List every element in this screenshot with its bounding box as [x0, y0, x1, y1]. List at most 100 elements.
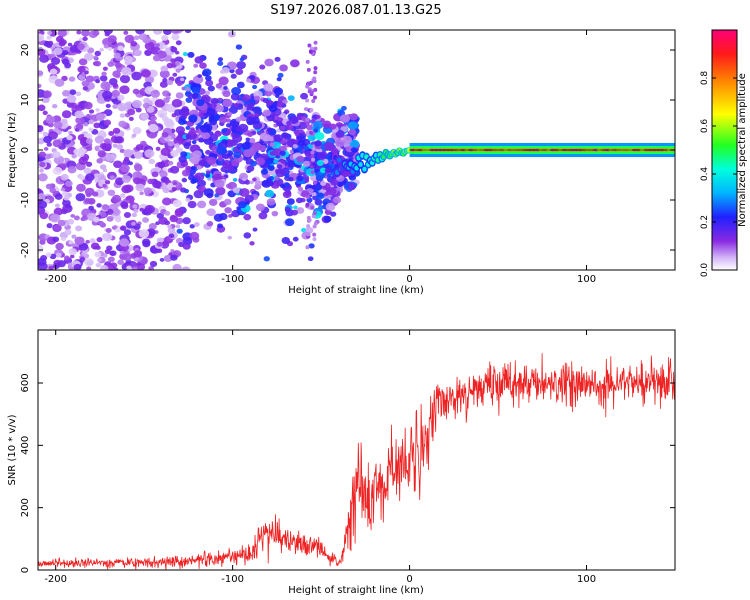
spectral-blob — [168, 233, 175, 239]
spectral-blob — [73, 148, 80, 155]
spectral-blob — [160, 65, 169, 72]
spectral-blob — [86, 266, 92, 270]
spectral-blob — [169, 215, 179, 223]
spectral-blob — [102, 183, 107, 188]
spectral-blob — [112, 143, 118, 148]
spectral-blob — [94, 135, 105, 144]
snr-ylabel: SNR (10 * v/v) — [7, 414, 18, 485]
spectral-blob — [133, 177, 142, 185]
spectral-blob — [299, 132, 304, 137]
spectral-blob — [131, 133, 137, 138]
spectral-blob — [83, 167, 92, 174]
spectral-blob — [175, 61, 180, 66]
spectral-blob — [143, 97, 151, 104]
spectral-blob — [51, 103, 58, 109]
spectral-blob — [218, 76, 229, 86]
spectral-blob — [170, 46, 178, 53]
spectral-blob — [309, 130, 314, 135]
spectral-blob — [154, 99, 165, 108]
spectral-blob — [108, 131, 115, 137]
spectrogram-image — [38, 30, 675, 270]
spectral-blob — [230, 93, 240, 101]
spectral-blob — [119, 113, 126, 118]
spectral-blob — [286, 198, 295, 205]
spectral-blob — [67, 165, 77, 174]
spectral-blob — [161, 70, 170, 78]
spectral-blob — [48, 265, 54, 270]
spectral-blob — [39, 168, 44, 173]
spectral-blob — [75, 116, 85, 125]
spectral-blob — [239, 57, 245, 62]
spectral-blob — [312, 211, 317, 216]
spectral-blob — [172, 199, 182, 208]
spectral-blob — [185, 197, 191, 202]
spectral-blob — [97, 174, 106, 182]
spectral-blob — [95, 245, 101, 250]
spectral-blob — [232, 177, 238, 182]
spectral-blob — [102, 90, 113, 100]
spectral-blob — [57, 30, 67, 37]
spectral-blob — [194, 56, 204, 64]
spectral-blob — [88, 205, 95, 211]
spectral-blob — [311, 157, 316, 162]
spectral-blob — [193, 222, 200, 227]
spectral-blob — [276, 77, 282, 82]
spectral-blob — [120, 201, 128, 208]
spectral-blob — [92, 216, 100, 223]
spectral-blob — [196, 99, 205, 107]
spectral-blob — [93, 122, 101, 129]
spectral-blob — [191, 140, 197, 145]
spectral-blob — [174, 50, 180, 55]
spectral-blob — [96, 237, 103, 243]
spectral-blob — [78, 37, 84, 42]
spectral-blob — [131, 212, 137, 218]
spectral-blob — [148, 223, 157, 230]
spectral-blob — [123, 30, 129, 35]
spectral-blob — [235, 44, 243, 50]
spectral-blob — [171, 187, 177, 192]
spectral-blob — [125, 196, 131, 201]
spectral-blob — [121, 66, 132, 76]
spectral-blob — [274, 56, 281, 62]
spectral-blob — [68, 240, 74, 245]
spectral-blob — [342, 135, 353, 144]
spectral-blob — [281, 236, 291, 245]
spectral-blob — [303, 178, 310, 183]
spectral-blob — [255, 203, 265, 212]
spectral-blob — [82, 216, 88, 221]
spectral-blob — [205, 75, 212, 81]
spectral-blob — [43, 147, 49, 151]
spectral-blob — [153, 30, 163, 35]
spectral-blob — [53, 47, 63, 55]
spectral-blob — [109, 175, 115, 180]
spectral-blob — [127, 108, 136, 116]
spectral-blob — [203, 188, 214, 197]
spectral-blob — [349, 139, 360, 149]
spectral-blob — [130, 40, 138, 47]
spectral-blob — [176, 81, 182, 87]
y-tick-label: 10 — [20, 94, 31, 107]
x-tick-label: 100 — [577, 574, 596, 585]
spectral-blob — [265, 189, 275, 198]
spectral-blob — [134, 257, 140, 261]
spectral-blob — [79, 175, 86, 181]
spectral-blob — [39, 54, 50, 63]
spectral-blob — [131, 99, 142, 109]
spectral-blob — [52, 166, 63, 175]
spectral-blob — [124, 34, 135, 44]
spectral-blob — [268, 104, 278, 113]
spectral-blob — [341, 105, 347, 111]
spectral-blob — [284, 206, 291, 212]
spectral-blob — [134, 164, 143, 172]
spectral-blob — [245, 137, 251, 142]
spectral-blob — [243, 232, 252, 239]
spectral-blob — [162, 44, 168, 49]
colorbar-tick-label: 0.4 — [700, 167, 710, 182]
spectral-blob — [213, 213, 224, 222]
spectral-blob — [339, 114, 351, 123]
x-tick-label: 0 — [406, 574, 412, 585]
spectral-blob — [102, 168, 108, 173]
spectral-blob — [271, 210, 279, 217]
spectral-blob — [60, 118, 68, 125]
spectral-blob — [114, 136, 123, 143]
